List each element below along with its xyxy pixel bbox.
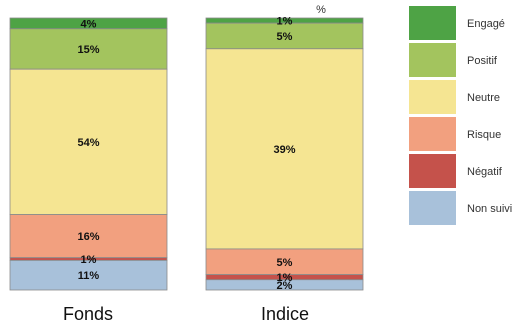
data-label-fonds-risque: 16% <box>77 231 99 243</box>
legend-label-risque: Risque <box>467 129 501 141</box>
legend-swatch-negatif <box>409 154 456 188</box>
legend: Engagé Positif Neutre Risque Négatif Non suiv… <box>409 6 512 225</box>
data-label-fonds-negatif: 1% <box>81 254 97 266</box>
bars-layer <box>9 17 364 291</box>
unit-label: % <box>316 4 326 16</box>
data-label-fonds-neutre: 54% <box>77 137 99 149</box>
data-label-fonds-non-suivi: 11% <box>78 270 100 282</box>
data-label-indice-neutre: 39% <box>273 144 295 156</box>
bar-segment-indice-neutre <box>205 48 364 250</box>
legend-swatch-neutre <box>409 80 456 114</box>
data-label-fonds-engage: 4% <box>81 18 97 30</box>
bar-segment-indice-positif <box>205 22 364 50</box>
legend-label-negatif: Négatif <box>467 166 503 178</box>
bar-segment-indice-risque <box>205 248 364 276</box>
legend-swatch-non-suivi <box>409 191 456 225</box>
bar-segment-fonds-neutre <box>9 68 168 215</box>
data-label-indice-non-suivi: 2% <box>277 280 293 292</box>
value-labels-layer: 4%15%54%16%1%11%1%5%39%5%1%2% <box>77 16 295 292</box>
legend-label-neutre: Neutre <box>467 92 500 104</box>
category-label-indice: Indice <box>261 304 309 324</box>
bar-segment-indice-non-suivi <box>205 279 364 291</box>
legend-swatch-positif <box>409 43 456 77</box>
data-label-indice-positif: 5% <box>277 31 293 43</box>
data-label-indice-negatif: 1% <box>277 272 293 284</box>
legend-label-non-suivi: Non suivi <box>467 203 512 215</box>
bar-segment-fonds-positif <box>9 28 168 70</box>
legend-swatch-engage <box>409 6 456 40</box>
bar-segment-fonds-non-suivi <box>9 259 168 291</box>
legend-swatch-risque <box>409 117 456 151</box>
data-label-indice-engage: 1% <box>277 16 293 28</box>
category-label-fonds: Fonds <box>63 304 113 324</box>
legend-label-engage: Engagé <box>467 18 505 30</box>
bar-segment-fonds-risque <box>9 214 168 259</box>
data-label-indice-risque: 5% <box>277 257 293 269</box>
data-label-fonds-positif: 15% <box>77 44 99 56</box>
legend-label-positif: Positif <box>467 55 498 67</box>
